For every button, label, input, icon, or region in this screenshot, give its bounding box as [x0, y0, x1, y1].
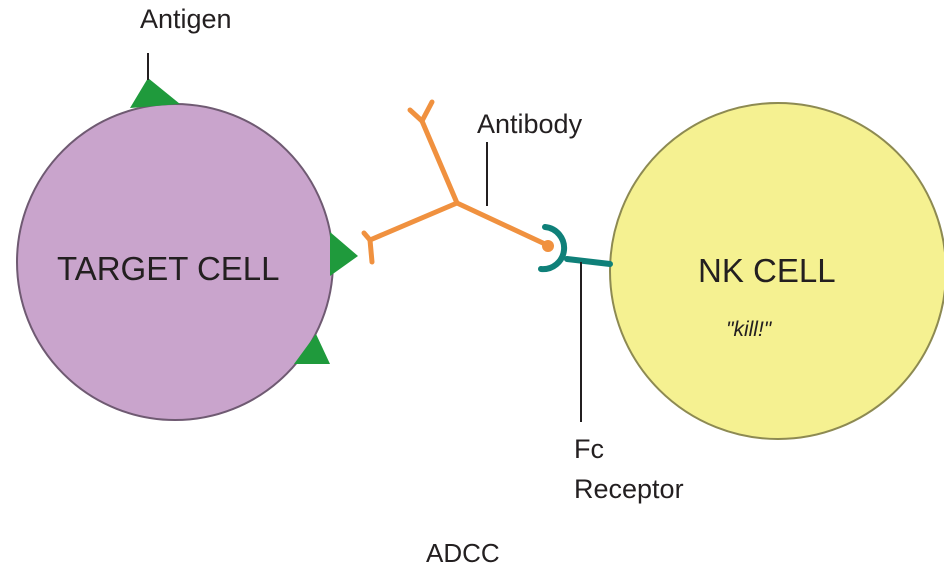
antibody-fc-binding-dot: [542, 240, 554, 252]
antibody-arm-upper: [419, 118, 460, 206]
antibody-arm-upper-tip-a: [407, 107, 425, 124]
antibody-arm-lower-tip-b: [367, 237, 375, 265]
antibody-label: Antibody: [477, 109, 583, 139]
antigen-right: [330, 232, 358, 276]
antigen-label: Antigen: [140, 4, 232, 34]
fc-receptor-label-line1: Fc: [574, 434, 604, 464]
antigen-group: [130, 78, 358, 364]
target-cell-label: TARGET CELL: [57, 250, 280, 287]
nk-cell-label: NK CELL: [698, 252, 836, 289]
kill-label: "kill!": [726, 318, 773, 341]
antigen-lower: [294, 334, 330, 364]
fc-receptor: [538, 224, 613, 273]
leader-lines: [147, 53, 582, 422]
fc-receptor-label-line2: Receptor: [574, 474, 684, 504]
antibody-arm-upper-tip-b: [419, 99, 435, 124]
antibody: [361, 99, 548, 265]
diagram-caption: ADCC: [426, 538, 500, 568]
nk-cell: [609, 102, 944, 440]
fc-receptor-stalk: [564, 256, 613, 267]
antigen-top: [130, 78, 180, 108]
antibody-stem: [454, 200, 548, 247]
fc-receptor-cup: [538, 224, 568, 273]
antibody-arm-lower: [367, 200, 460, 243]
